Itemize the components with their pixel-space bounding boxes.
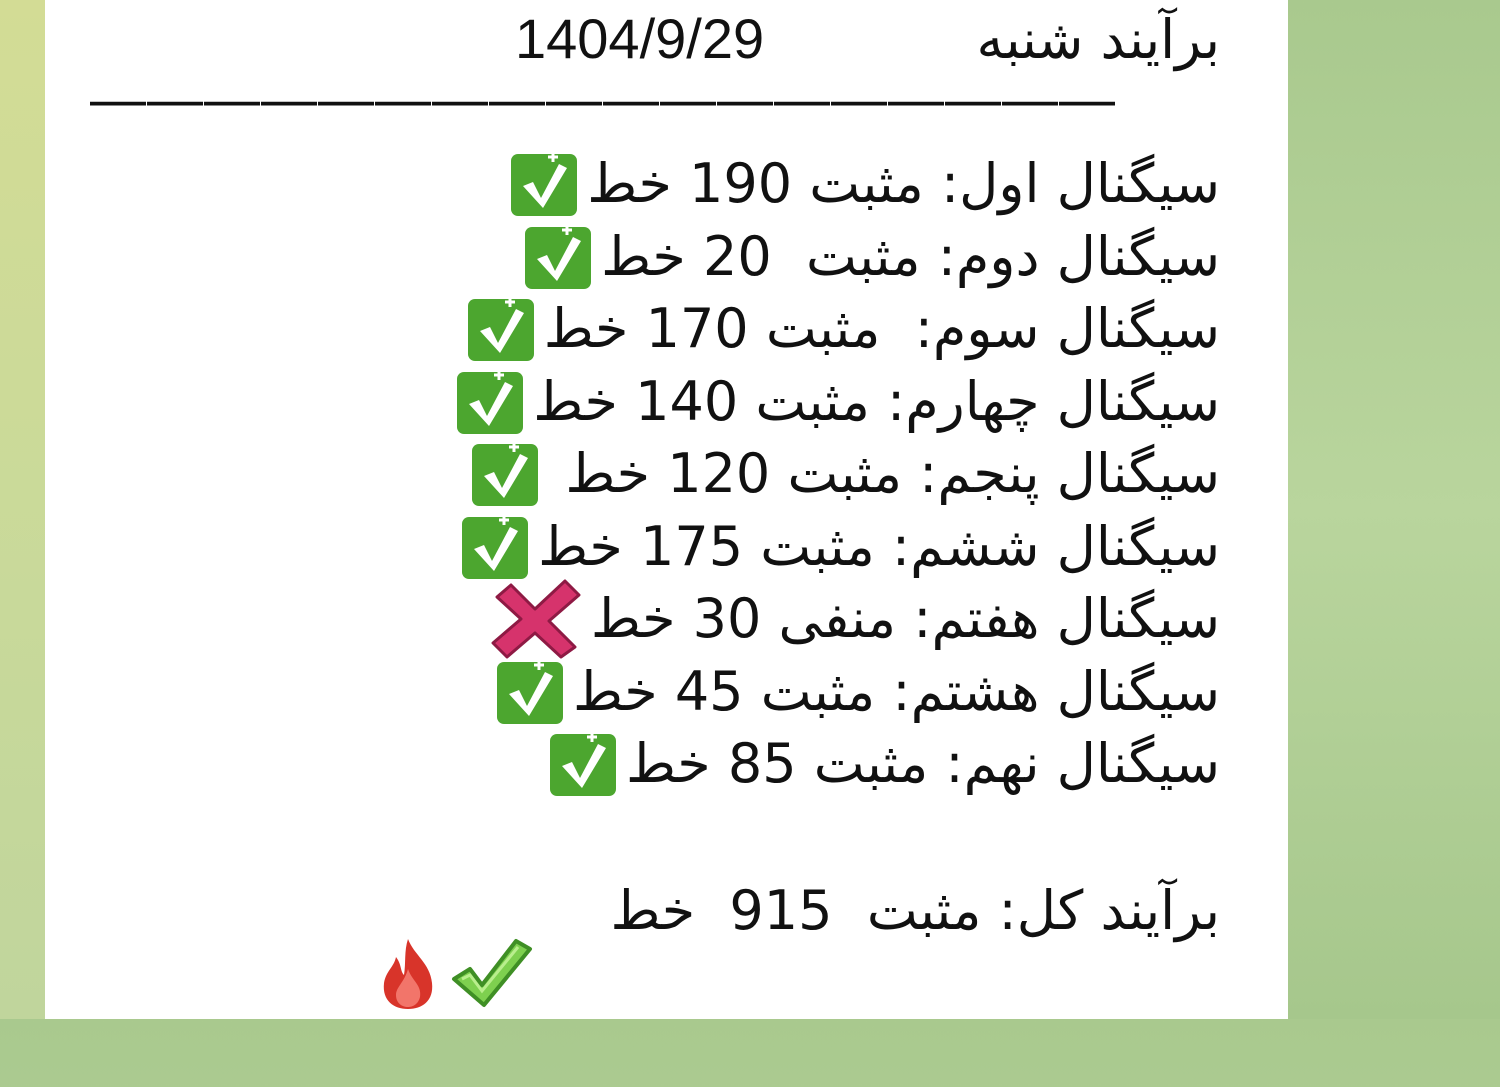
check-box-icon bbox=[523, 223, 593, 291]
signal-line: سیگنال هشتم: مثبت 45 خط bbox=[455, 656, 1220, 729]
signal-text: سیگنال دوم: مثبت 20 خط bbox=[601, 224, 1220, 288]
cross-mark-icon bbox=[487, 579, 583, 659]
divider: —————————————————— bbox=[90, 67, 1116, 130]
signal-text: سیگنال پنجم: مثبت 120 خط bbox=[548, 442, 1220, 506]
message-title: برآیند شنبه bbox=[976, 8, 1220, 71]
signal-text: سیگنال ششم: مثبت 175 خط bbox=[538, 514, 1220, 578]
total-line: برآیند کل: مثبت 915 خط bbox=[383, 872, 1220, 1009]
signal-line: سیگنال سوم: مثبت 170 خط bbox=[455, 293, 1220, 366]
signal-line: سیگنال نهم: مثبت 85 خط bbox=[455, 728, 1220, 801]
signal-text: سیگنال چهارم: مثبت 140 خط bbox=[533, 369, 1220, 433]
signal-line: سیگنال اول: مثبت 190 خط bbox=[455, 148, 1220, 221]
signal-text: سیگنال هشتم: مثبت 45 خط bbox=[573, 659, 1220, 723]
check-box-icon bbox=[455, 368, 525, 436]
signal-list: سیگنال اول: مثبت 190 خط سیگنال دوم: مثبت … bbox=[455, 148, 1220, 801]
chat-background-left bbox=[0, 0, 45, 1019]
check-box-icon bbox=[509, 150, 579, 218]
total-text: برآیند کل: مثبت 915 خط bbox=[610, 878, 1220, 942]
signal-line: سیگنال هفتم: منفی 30 خط bbox=[455, 579, 1220, 659]
check-box-icon bbox=[495, 658, 565, 726]
message-bubble bbox=[45, 0, 1288, 1019]
check-box-icon bbox=[460, 513, 530, 581]
check-box-icon bbox=[470, 440, 540, 508]
check-box-icon bbox=[548, 730, 618, 798]
signal-text: سیگنال نهم: مثبت 85 خط bbox=[626, 732, 1220, 796]
signal-text: سیگنال اول: مثبت 190 خط bbox=[587, 152, 1220, 216]
signal-line: سیگنال پنجم: مثبت 120 خط bbox=[455, 438, 1220, 511]
check-box-icon bbox=[466, 295, 536, 363]
signal-text: سیگنال سوم: مثبت 170 خط bbox=[543, 297, 1220, 361]
signal-line: سیگنال چهارم: مثبت 140 خط bbox=[455, 366, 1220, 439]
fire-icon bbox=[383, 872, 508, 1009]
signal-text: سیگنال هفتم: منفی 30 خط bbox=[590, 587, 1220, 651]
message-date: 1404/9/29 bbox=[515, 7, 765, 70]
check-mark-icon bbox=[451, 872, 602, 1007]
signal-line: سیگنال دوم: مثبت 20 خط bbox=[455, 221, 1220, 294]
signal-line: سیگنال ششم: مثبت 175 خط bbox=[455, 511, 1220, 584]
